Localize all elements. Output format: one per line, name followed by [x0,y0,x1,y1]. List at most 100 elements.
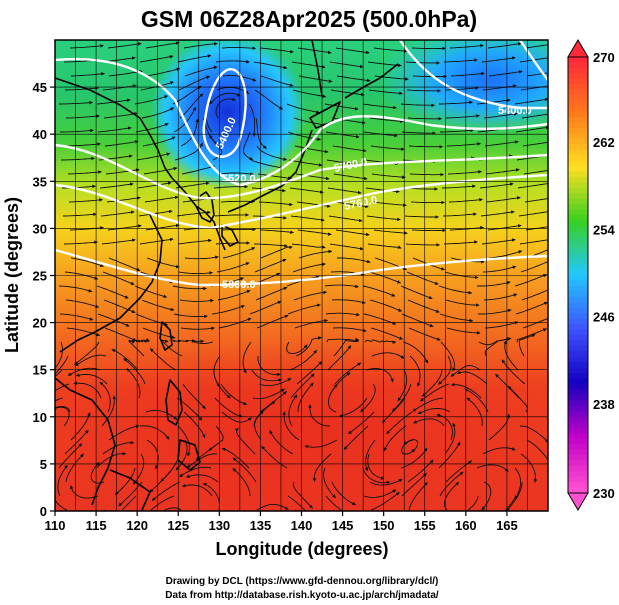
streamline [370,491,400,511]
streamline [286,103,320,114]
streamline [256,314,289,329]
streamline [142,136,176,147]
streamline [214,397,243,418]
streamline [517,181,548,189]
colorbar-band [568,411,588,418]
streamline [324,284,359,289]
streamline [451,382,482,399]
streamline [96,285,129,299]
y-tick-label: 15 [33,363,47,378]
streamline [55,406,70,427]
streamline [108,424,140,441]
y-tick-label: 25 [33,269,47,284]
streamline [373,47,408,53]
streamline [298,75,333,83]
streamline [525,44,548,49]
streamline [191,339,214,344]
streamline [104,140,139,147]
streamline [173,106,197,133]
colorbar-band [568,62,588,69]
coastline-korea [195,191,215,223]
colorbar-band [568,280,588,287]
streamline [440,341,456,372]
streamline [367,243,402,249]
streamline [144,195,179,203]
streamline [64,429,89,455]
streamline [372,201,407,207]
streamline [442,212,477,217]
streamline [445,299,480,307]
streamline [335,229,370,237]
colorbar-band [568,116,588,123]
streamline [149,467,174,493]
streamline [422,369,443,397]
streamline [506,481,523,511]
streamline [405,61,440,65]
streamline [179,298,214,303]
streamline [362,285,396,297]
streamline [292,481,313,509]
coastline-taiwan [159,321,173,351]
streamline [368,89,403,96]
streamline [254,89,283,110]
streamline [60,128,94,133]
colorbar-band [568,236,588,243]
colorbar-band [568,127,588,134]
y-tick-label: 20 [33,316,47,331]
colorbar-band [568,476,588,483]
streamline [261,445,288,469]
streamline [214,213,249,217]
streamline [66,142,101,147]
streamline [66,327,101,337]
streamline [450,71,485,77]
streamline [220,199,255,204]
colorbar-band [568,405,588,412]
colorbar-band [568,482,588,489]
colorbar-band [568,285,588,292]
colorbar-band [568,231,588,238]
colorbar-band [568,454,588,461]
streamline [177,54,212,63]
coastline-hokkaido [309,101,341,129]
streamline [234,427,256,455]
x-tick-label: 130 [208,518,230,533]
streamline [369,117,404,124]
streamline [289,349,318,371]
streamline [145,223,180,231]
streamline [103,112,138,119]
contour-5520-east-tail [519,40,548,81]
streamline [141,107,175,119]
streamline [181,165,215,175]
streamline [400,447,428,469]
streamline [65,299,100,309]
streamline [74,354,107,367]
colorbar-band [568,253,588,260]
streamline [134,285,168,299]
streamline [294,145,329,154]
streamline [182,383,206,410]
y-tick-label: 0 [40,504,47,519]
x-axis-label: Longitude (degrees) [215,539,388,559]
colorbar-band [568,111,588,118]
streamline [180,326,215,331]
streamline [383,425,407,452]
streamline [339,397,368,418]
contour-5760 [55,173,548,230]
streamline [179,466,212,477]
streamline [146,67,181,77]
streamline [145,409,178,420]
colorbar-band [568,215,588,222]
coastline-philippines-luzon [165,379,183,426]
streamline [488,413,511,441]
streamline [518,334,536,357]
streamline [137,181,172,189]
colorbar-band [568,351,588,358]
streamline [151,481,181,501]
streamline [184,255,219,260]
streamline [255,117,267,149]
streamline [254,410,264,441]
colorbar-band [568,389,588,396]
streamline [323,467,336,499]
streamline [519,425,548,443]
streamline [501,359,526,385]
